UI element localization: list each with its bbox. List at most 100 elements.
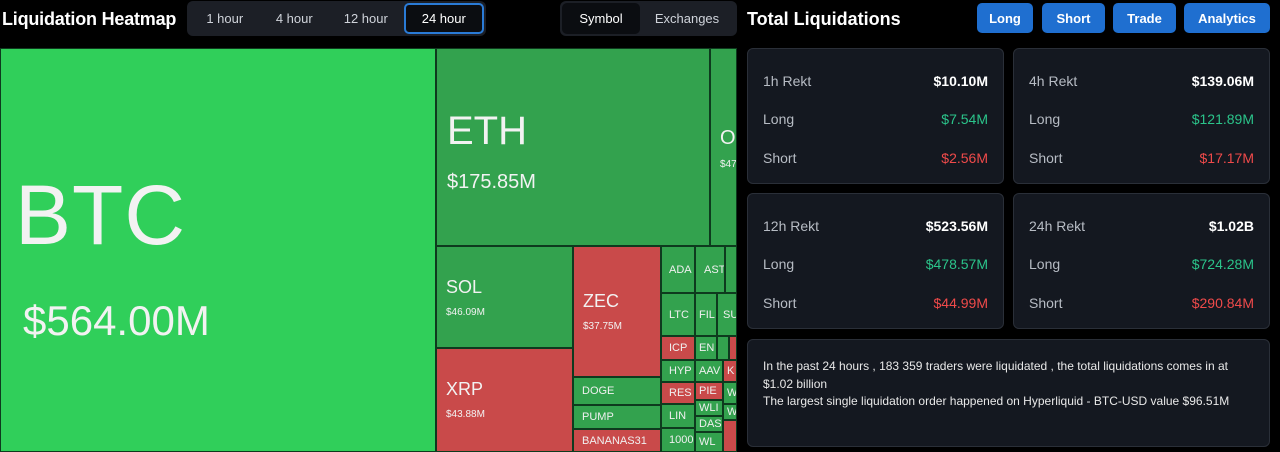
- short-value: $2.56M: [941, 150, 988, 166]
- tile-doge[interactable]: DOGE: [573, 377, 661, 405]
- tile-zec-symbol: ZEC: [583, 291, 619, 311]
- tile-doge-symbol: DOGE: [582, 385, 615, 397]
- tile-k-symbol: K: [727, 365, 735, 377]
- long-label: Long: [763, 111, 795, 127]
- tile-wl-symbol: WL: [699, 436, 716, 448]
- card-label: 12h Rekt: [763, 218, 820, 234]
- tile-pie-symbol: PIE: [699, 385, 717, 397]
- tile-btc[interactable]: BTC $564.00M: [0, 48, 436, 452]
- tile-zec[interactable]: ZEC $37.75M: [573, 246, 661, 377]
- tile-xrp-value: $43.88M: [446, 409, 485, 420]
- tile-bananas31-symbol: BANANAS31: [582, 434, 647, 447]
- tile-ltc[interactable]: LTC: [661, 293, 695, 336]
- short-label: Short: [763, 295, 797, 311]
- short-label: Short: [1029, 295, 1063, 311]
- tile-1000[interactable]: 1000: [661, 428, 695, 452]
- analytics-button[interactable]: Analytics: [1184, 3, 1270, 33]
- tile-btc-value: $564.00M: [23, 297, 210, 344]
- tab-12-hour[interactable]: 12 hour: [343, 11, 388, 26]
- long-value: $478.57M: [925, 256, 988, 272]
- tile-en-symbol: EN: [699, 342, 715, 354]
- tile-zec-value: $37.75M: [583, 321, 622, 332]
- long-value: $7.54M: [941, 111, 988, 127]
- tile-other-symbol: O: [720, 127, 736, 149]
- short-label: Short: [763, 150, 797, 166]
- card-total: $10.10M: [933, 73, 988, 89]
- tab-4-hour[interactable]: 4 hour: [275, 11, 313, 26]
- tile-fil-symbol: FIL: [699, 308, 715, 321]
- tile-aav[interactable]: AAV: [695, 360, 723, 382]
- tile-pump-symbol: PUMP: [582, 411, 614, 423]
- tile-lin[interactable]: LIN: [661, 404, 695, 428]
- tile-k[interactable]: K: [723, 360, 737, 382]
- tile-ast[interactable]: AST: [695, 246, 725, 293]
- view-tabs: Symbol Exchanges: [560, 1, 737, 36]
- tile-pump[interactable]: PUMP: [573, 405, 661, 429]
- tile-w2-symbol: W: [727, 406, 737, 418]
- liquidation-summary: In the past 24 hours , 183 359 traders w…: [747, 339, 1270, 447]
- tile-w1-symbol: W: [727, 387, 737, 399]
- tab-24-hour[interactable]: 24 hour: [403, 3, 484, 34]
- tile-sol[interactable]: SOL $46.09M: [436, 246, 573, 348]
- long-button[interactable]: Long: [977, 3, 1033, 33]
- card-total: $139.06M: [1191, 73, 1254, 89]
- tile-wli-symbol: WLI: [699, 402, 719, 414]
- short-label: Short: [1029, 150, 1063, 166]
- tile-res[interactable]: RES: [661, 382, 695, 404]
- tile-hyp-symbol: HYP: [669, 365, 692, 377]
- tile-das-symbol: DAS: [699, 418, 722, 430]
- tile-ast-symbol: AST: [704, 263, 725, 276]
- summary-line-2: The largest single liquidation order hap…: [763, 394, 1230, 408]
- tile-aav-symbol: AAV: [699, 365, 721, 377]
- tile-xrp-symbol: XRP: [446, 379, 484, 399]
- short-button[interactable]: Short: [1042, 3, 1105, 33]
- tile-other-value: $47: [720, 159, 737, 170]
- tab-symbol[interactable]: Symbol: [562, 3, 640, 34]
- long-value: $121.89M: [1191, 111, 1254, 127]
- tile-su[interactable]: SU: [717, 293, 737, 336]
- long-value: $724.28M: [1191, 256, 1254, 272]
- tile-ltc-symbol: LTC: [669, 308, 689, 321]
- tile-w-1[interactable]: W: [723, 382, 737, 404]
- card-label: 4h Rekt: [1029, 73, 1078, 89]
- tile-lin-symbol: LIN: [669, 410, 687, 422]
- long-label: Long: [1029, 256, 1061, 272]
- tile-pie[interactable]: PIE: [695, 382, 723, 400]
- tile-icp[interactable]: ICP: [661, 336, 695, 360]
- tile-sol-symbol: SOL: [446, 277, 483, 297]
- tile-extra-1[interactable]: [725, 246, 737, 293]
- card-24h-rekt: 24h Rekt $1.02B Long $724.28M Short $290.84…: [1013, 193, 1270, 329]
- tab-exchanges[interactable]: Exchanges: [654, 11, 720, 26]
- tile-xrp[interactable]: XRP $43.88M: [436, 348, 573, 452]
- tile-das[interactable]: DAS: [695, 416, 723, 432]
- tile-fil[interactable]: FIL: [695, 293, 717, 336]
- tile-btc-symbol: BTC: [15, 168, 186, 262]
- tile-hyp[interactable]: HYP: [661, 360, 695, 382]
- tile-w-2[interactable]: W: [723, 404, 737, 420]
- tab-1-hour[interactable]: 1 hour: [206, 11, 244, 26]
- short-value: $17.17M: [1199, 150, 1254, 166]
- card-1h-rekt: 1h Rekt $10.10M Long $7.54M Short $2.56M: [747, 48, 1004, 184]
- tile-eth[interactable]: ETH $175.85M: [436, 48, 710, 246]
- card-4h-rekt: 4h Rekt $139.06M Long $121.89M Short $17.17…: [1013, 48, 1270, 184]
- tile-en[interactable]: EN: [695, 336, 717, 360]
- tile-icp-symbol: ICP: [669, 342, 688, 354]
- tile-ada-symbol: ADA: [669, 263, 692, 276]
- card-12h-rekt: 12h Rekt $523.56M Long $478.57M Short $44.9…: [747, 193, 1004, 329]
- trade-button[interactable]: Trade: [1113, 3, 1176, 33]
- heatmap-title: Liquidation Heatmap: [2, 9, 177, 29]
- tile-extra-3[interactable]: [729, 336, 737, 360]
- card-label: 24h Rekt: [1029, 218, 1086, 234]
- card-total: $1.02B: [1208, 218, 1254, 234]
- tile-extra-2[interactable]: [717, 336, 729, 360]
- tile-eth-symbol: ETH: [447, 109, 527, 153]
- short-value: $44.99M: [933, 295, 988, 311]
- total-liquidations-title: Total Liquidations: [747, 9, 901, 29]
- tile-su-symbol: SU: [723, 308, 737, 321]
- tile-ada[interactable]: ADA: [661, 246, 695, 293]
- tile-bananas31[interactable]: BANANAS31: [573, 429, 661, 452]
- tile-wl[interactable]: WL: [695, 432, 723, 452]
- tile-extra-4[interactable]: [723, 420, 737, 452]
- tile-other[interactable]: O $47: [710, 48, 737, 246]
- tile-wli[interactable]: WLI: [695, 400, 723, 416]
